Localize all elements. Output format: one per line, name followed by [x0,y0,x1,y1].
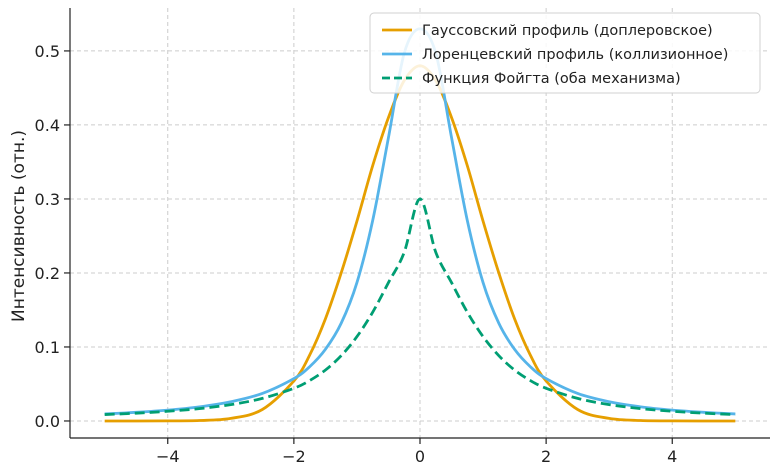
x-tick-label: −2 [282,447,306,466]
legend: Гауссовский профиль (доплеровское) Лоренц… [369,12,761,94]
y-tick-label: 0.5 [35,42,60,61]
y-tick-label: 0.3 [35,190,60,209]
y-ticks: 0.0 0.1 0.2 0.3 0.4 0.5 [35,42,70,431]
y-tick-label: 0.2 [35,264,60,283]
x-ticks: −4 −2 0 2 4 [156,438,677,466]
x-tick-label: −4 [156,447,180,466]
legend-item-voigt: Функция Фойгта (оба механизма) [382,71,681,87]
legend-box [369,12,761,94]
legend-label: Лоренцевский профиль (коллизионное) [422,47,728,63]
y-tick-label: 0.1 [35,338,60,357]
legend-label: Функция Фойгта (оба механизма) [422,71,681,87]
legend-item-lorentzian: Лоренцевский профиль (коллизионное) [382,47,728,63]
legend-label: Гауссовский профиль (доплеровское) [422,23,713,39]
x-tick-label: 0 [415,447,425,466]
legend-item-gaussian: Гауссовский профиль (доплеровское) [382,23,713,39]
voigt-function-line [104,197,736,416]
y-axis-label: Интенсивность (отн.) [9,130,29,322]
y-tick-label: 0.0 [35,412,60,431]
y-tick-label: 0.4 [35,116,60,135]
x-tick-label: 4 [667,447,677,466]
x-tick-label: 2 [541,447,551,466]
